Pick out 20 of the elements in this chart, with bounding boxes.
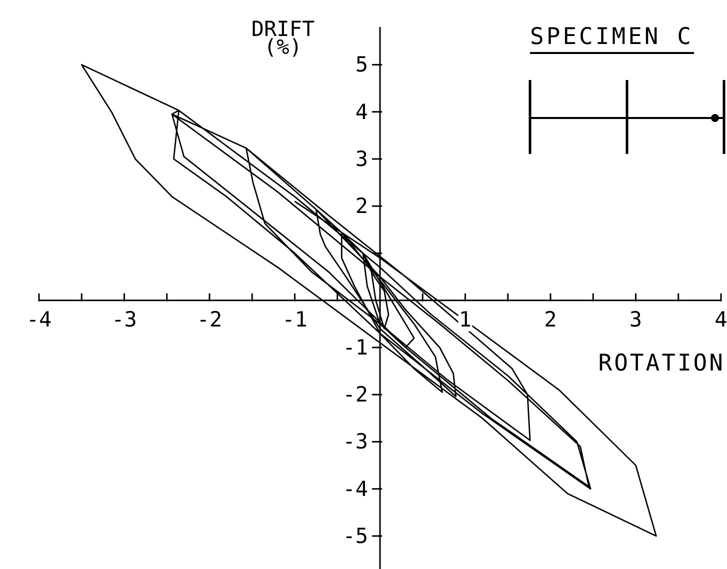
y-tick-label: -1 [342, 335, 368, 360]
x-axis-title: ROTATION [598, 350, 725, 376]
x-tick-label: 3 [629, 307, 642, 332]
y-tick-label: 3 [355, 146, 368, 171]
y-tick-label: -4 [342, 476, 368, 501]
x-tick-label: 2 [544, 307, 557, 332]
x-tick-label: 4 [714, 307, 727, 332]
x-tick-label: -2 [196, 307, 222, 332]
y-tick-label: 5 [355, 52, 368, 77]
y-tick-label: -2 [342, 382, 368, 407]
y-tick-label: -3 [342, 430, 368, 454]
y-tick-label: 4 [355, 100, 368, 124]
chart-title: SPECIMEN C [530, 24, 694, 50]
y-tick-label: -5 [342, 524, 368, 548]
x-tick-label: -3 [112, 307, 137, 332]
y-axis-title: DRIFT (%) [251, 17, 315, 59]
x-tick-label: -4 [26, 307, 52, 332]
x-tick-label: -1 [282, 307, 308, 332]
x-tick-label: 1 [458, 307, 472, 332]
y-tick-label: 2 [355, 194, 368, 218]
